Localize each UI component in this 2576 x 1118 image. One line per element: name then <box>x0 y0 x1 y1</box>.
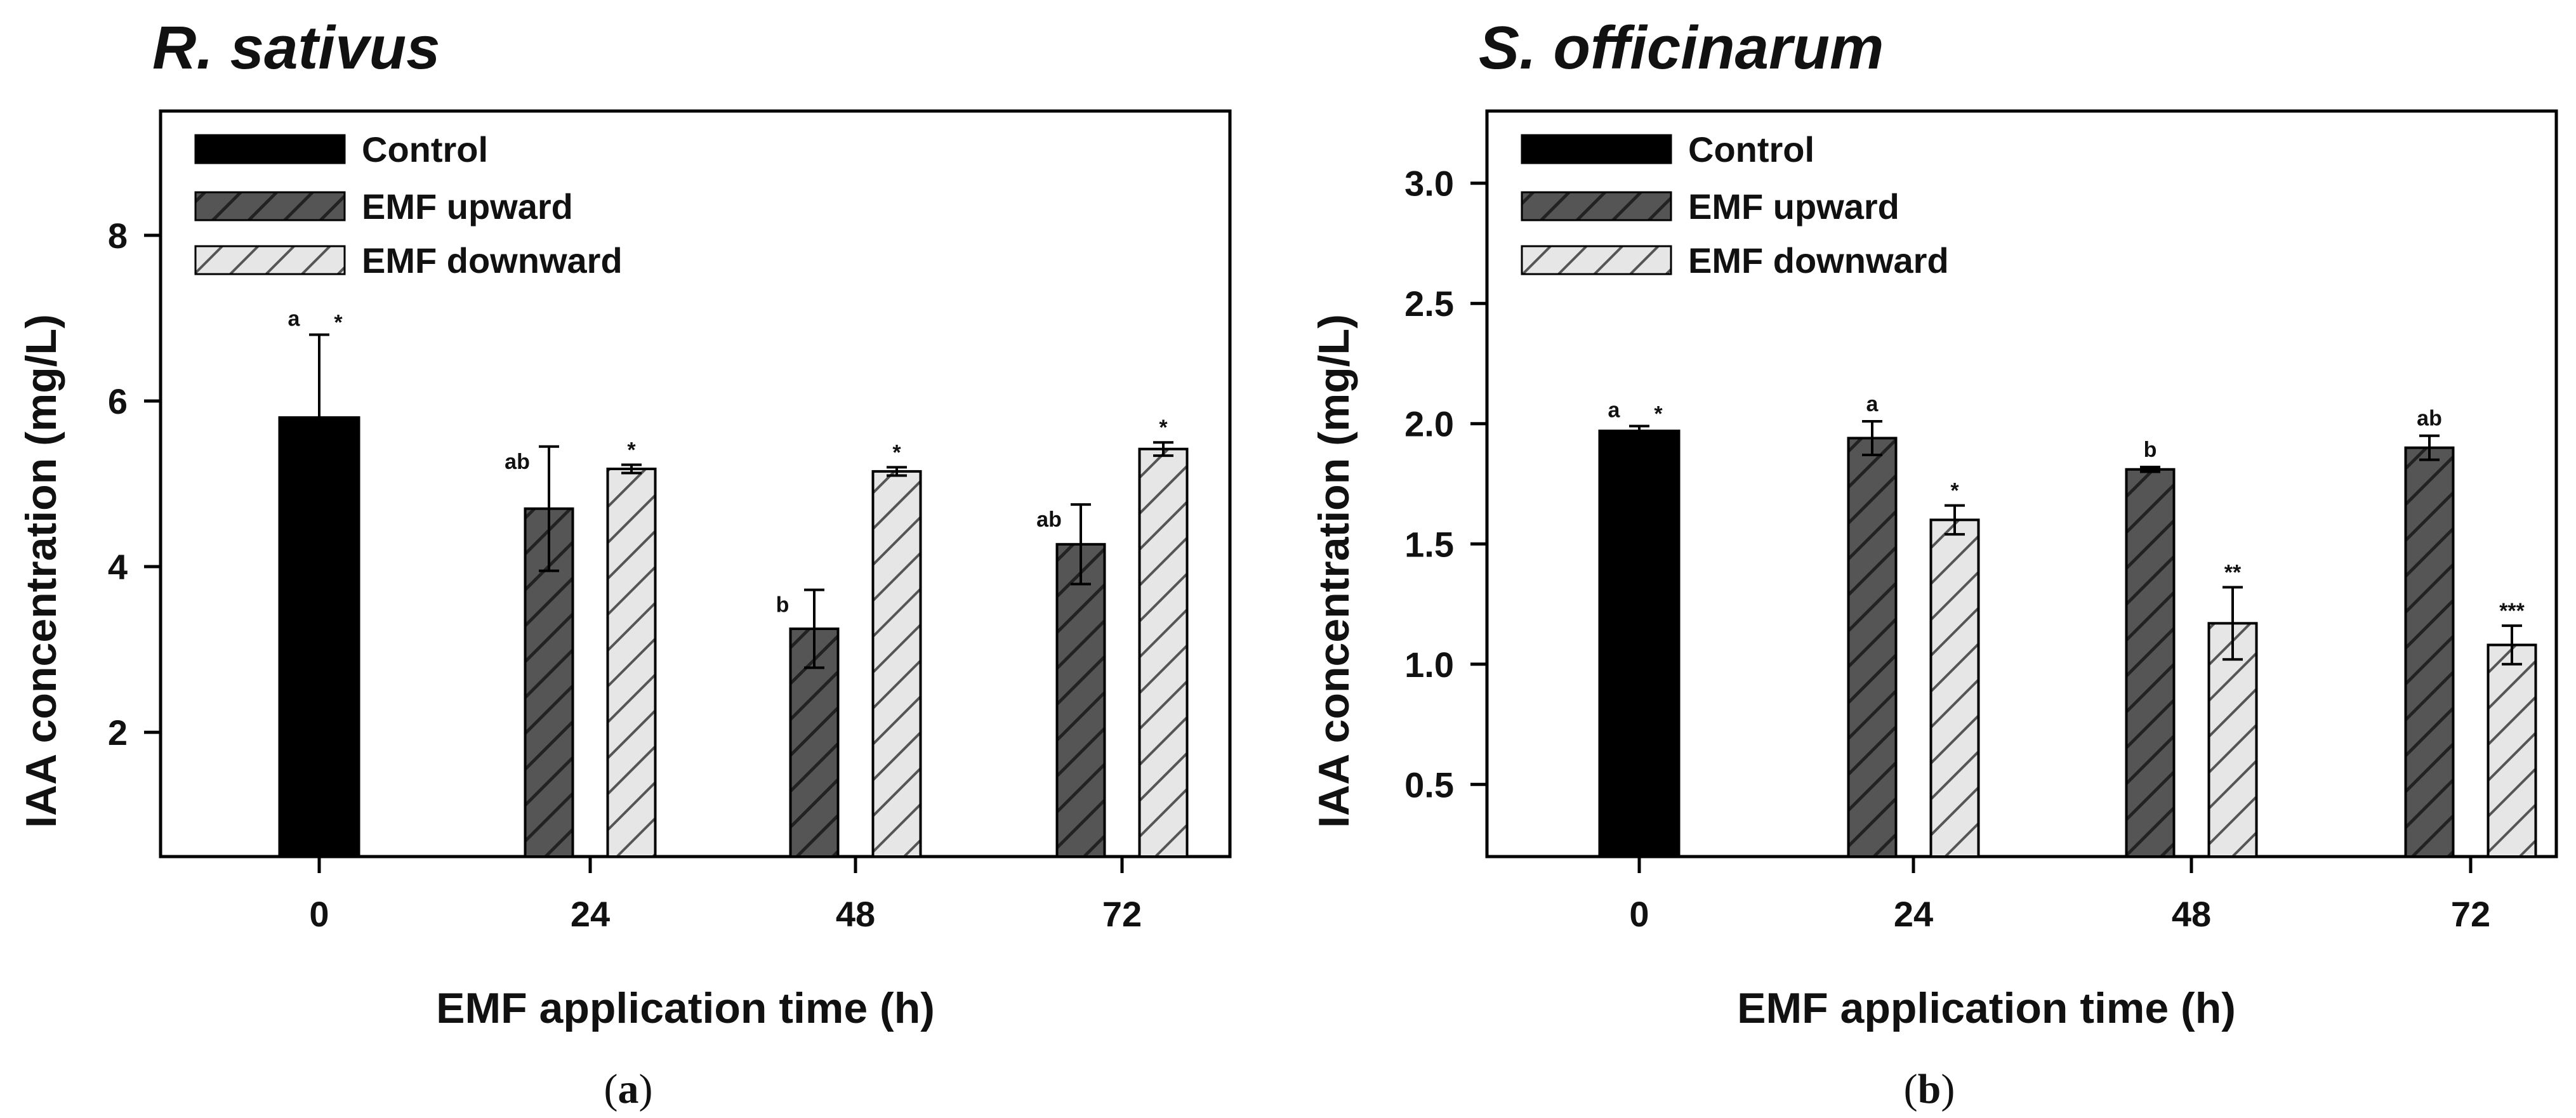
panel-caption: (a) <box>604 1066 653 1112</box>
legend-label: Control <box>362 129 488 169</box>
bar <box>1598 430 1681 858</box>
x-tick-label: 48 <box>836 894 875 934</box>
chart-panel-r-sativus: R. sativus IAA concentration (mg/L) EMF … <box>17 14 1232 1112</box>
y-tick-label: 2.0 <box>1404 404 1454 444</box>
bar <box>1847 437 1898 858</box>
bar <box>1138 447 1189 858</box>
legend-swatch <box>194 134 346 164</box>
y-tick-label: 2.5 <box>1404 284 1454 324</box>
chart-title: R. sativus <box>152 14 440 82</box>
chart-title: S. officinarum <box>1479 14 1884 82</box>
x-tick-label: 0 <box>1629 894 1649 934</box>
bar <box>2207 622 2258 858</box>
bar <box>2487 643 2537 858</box>
significance-letter: ab <box>505 450 530 474</box>
significance-letter: ab <box>2417 407 2442 431</box>
x-tick-label: 0 <box>309 894 329 934</box>
legend-swatch <box>194 191 346 221</box>
significance-star: * <box>1654 402 1663 426</box>
significance-star: * <box>627 438 636 462</box>
bar <box>2125 468 2176 858</box>
y-axis-label: IAA concentration (mg/L) <box>1310 314 1358 828</box>
panel-caption: (b) <box>1904 1066 1955 1112</box>
significance-letter: a <box>1866 392 1879 416</box>
legend-swatch <box>1521 191 1672 221</box>
significance-letter: b <box>776 593 789 617</box>
significance-letter: a <box>1608 398 1621 423</box>
significance-star: * <box>1950 479 1959 503</box>
bar <box>606 468 657 858</box>
plot-area: 0.51.01.52.02.53.00 24 48 72a * abab******Con… <box>1404 109 2558 934</box>
plot-frame <box>1485 109 2558 858</box>
significance-star: ** <box>2224 560 2242 584</box>
chart-panel-s-officinarum: S. officinarum IAA concentration (mg/L) … <box>1310 14 2558 1112</box>
legend-label: EMF upward <box>1688 187 1899 227</box>
y-axis-label: IAA concentration (mg/L) <box>17 314 65 828</box>
plot-frame <box>159 109 1232 858</box>
legend-swatch <box>1521 134 1672 164</box>
y-tick-label: 6 <box>108 381 128 421</box>
x-tick-label: 72 <box>2451 894 2490 934</box>
significance-star: *** <box>2499 599 2525 623</box>
bar <box>871 470 922 858</box>
y-tick-label: 0.5 <box>1404 765 1454 805</box>
significance-star: * <box>1159 416 1168 440</box>
x-tick-label: 72 <box>1102 894 1142 934</box>
legend-label: EMF downward <box>362 240 623 280</box>
significance-star: * <box>334 311 343 335</box>
significance-star: * <box>892 440 901 464</box>
bar <box>1929 518 1980 858</box>
x-axis-label: EMF application time (h) <box>1737 984 2236 1032</box>
legend-swatch <box>194 245 346 275</box>
x-tick-label: 24 <box>1894 894 1933 934</box>
y-tick-label: 1.0 <box>1404 645 1454 685</box>
bar <box>2404 446 2455 858</box>
y-tick-label: 1.5 <box>1404 524 1454 564</box>
x-tick-label: 24 <box>571 894 610 934</box>
y-tick-label: 4 <box>108 547 128 587</box>
legend-label: EMF upward <box>362 187 573 227</box>
significance-letter: a <box>288 307 301 331</box>
y-tick-label: 2 <box>108 713 128 753</box>
x-tick-label: 48 <box>2172 894 2211 934</box>
bar <box>1055 543 1106 858</box>
y-tick-label: 3.0 <box>1404 164 1454 204</box>
x-axis-label: EMF application time (h) <box>436 984 935 1032</box>
legend-label: EMF downward <box>1688 240 1949 280</box>
legend-label: Control <box>1688 129 1814 169</box>
significance-letter: b <box>2144 438 2157 462</box>
significance-letter: ab <box>1036 508 1062 532</box>
y-tick-label: 8 <box>108 216 128 256</box>
legend-swatch <box>1521 245 1672 275</box>
bar <box>278 416 360 858</box>
